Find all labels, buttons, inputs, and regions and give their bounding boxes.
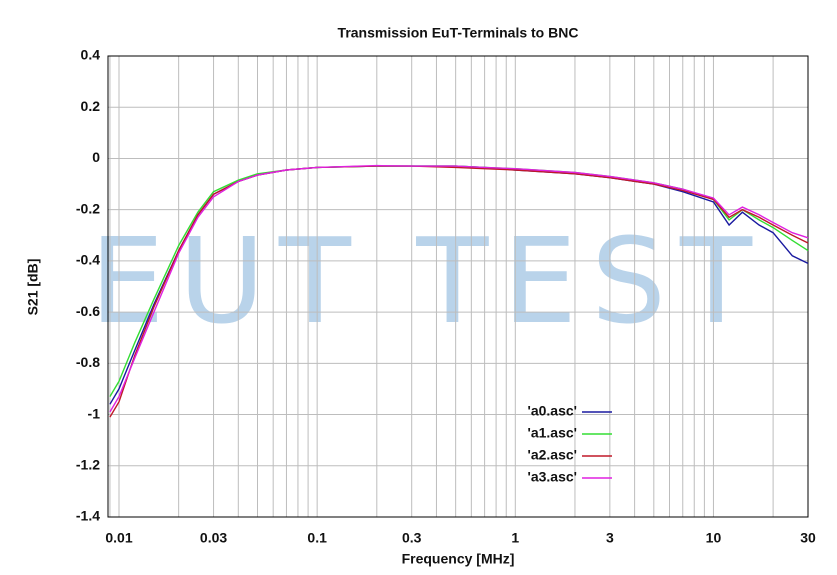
x-axis-label: Frequency [MHz]	[402, 551, 515, 567]
y-tick-label: -0.6	[76, 303, 100, 319]
legend-label: 'a0.asc'	[528, 403, 577, 419]
x-tick-label: 0.01	[105, 530, 132, 546]
x-tick-label: 0.3	[402, 530, 422, 546]
x-tick-label: 30	[800, 530, 816, 546]
y-tick-label: -1.2	[76, 456, 100, 472]
series-line	[109, 165, 809, 418]
legend-label: 'a2.asc'	[528, 447, 577, 463]
legend-label: 'a1.asc'	[528, 425, 577, 441]
y-axis-label: S21 [dB]	[25, 259, 41, 316]
y-tick-label: 0	[92, 149, 100, 165]
watermark: EUT TEST	[90, 212, 766, 350]
x-tick-label: 1	[511, 530, 519, 546]
x-tick-label: 10	[706, 530, 722, 546]
x-tick-label: 3	[606, 530, 614, 546]
y-tick-label: -0.8	[76, 354, 100, 370]
y-tick-label: -0.4	[76, 252, 100, 268]
x-tick-label: 0.03	[200, 530, 227, 546]
y-tick-label: -1.4	[76, 508, 100, 524]
plot-frame	[107, 55, 809, 518]
y-tick-label: 0.2	[81, 98, 101, 114]
y-tick-label: -0.2	[76, 200, 100, 216]
legend-label: 'a3.asc'	[528, 469, 577, 485]
y-tick-label: -1	[88, 405, 101, 421]
x-tick-label: 0.1	[307, 530, 327, 546]
chart-title: Transmission EuT-Terminals to BNC	[338, 25, 579, 41]
y-tick-label: 0.4	[81, 47, 101, 63]
series-line	[109, 164, 809, 413]
